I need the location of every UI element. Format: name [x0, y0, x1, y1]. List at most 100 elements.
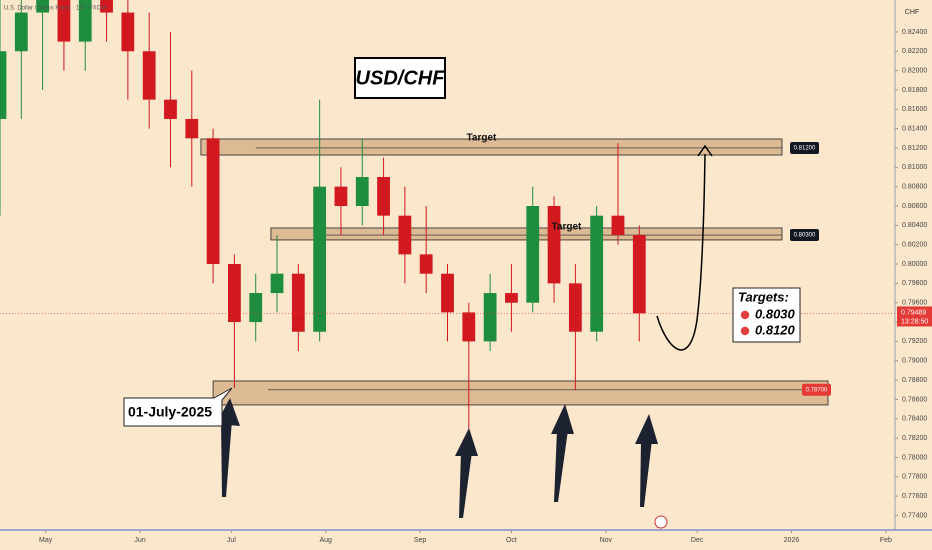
candle-body: [505, 293, 518, 303]
y-tick-label: 0.82000: [902, 67, 927, 74]
y-tick-label: 0.81000: [902, 164, 927, 171]
candle-body: [526, 206, 540, 303]
candle-body: [121, 12, 135, 52]
candle-body: [419, 254, 433, 274]
y-tick-label: 0.80600: [902, 203, 927, 210]
last-price-tag: [897, 306, 932, 327]
arrow-shaft: [459, 452, 472, 518]
y-tick-label: 0.82400: [902, 29, 927, 36]
candle-body: [100, 0, 113, 13]
candle-body: [206, 138, 220, 265]
zone-tag-label: 0.80300: [794, 233, 816, 239]
x-tick-label: Jul: [227, 537, 236, 544]
candle-body: [164, 99, 177, 119]
y-tick-label: 0.80200: [902, 242, 927, 249]
candle-body: [355, 176, 369, 207]
event-icon: [654, 515, 668, 529]
y-tick-label: 0.77800: [902, 474, 927, 481]
plot: [0, 0, 895, 429]
y-tick-label: 0.80800: [902, 184, 927, 191]
date-callout-box: [123, 387, 233, 427]
x-tick-label: Oct: [506, 537, 517, 544]
candle-body: [249, 293, 263, 323]
zone: [212, 380, 829, 406]
zone-tag: [790, 229, 819, 242]
projection-arrow: [656, 153, 706, 351]
candle-body: [291, 273, 305, 332]
countdown: 13:28:50: [901, 318, 928, 325]
arrow-shaft: [640, 440, 652, 507]
x-tick-label: Dec: [691, 537, 704, 544]
candle-body: [36, 0, 50, 13]
candle-body: [270, 273, 284, 294]
x-tick-label: Sep: [414, 537, 427, 544]
date-callout: 01-July-2025: [128, 404, 212, 420]
candle-body: [398, 215, 412, 255]
target-item: 0.8030: [755, 306, 796, 321]
y-tick-label: 0.78600: [902, 396, 927, 403]
x-tick-label: Feb: [880, 537, 892, 544]
x-tick-label: Aug: [319, 537, 332, 544]
symbol-header: U.S. Dollar / Swiss Franc · 1D · FXCM: [4, 6, 106, 12]
target-icon: [739, 325, 751, 337]
arrow-head: [551, 404, 574, 434]
candle-body: [377, 176, 390, 216]
candle-body: [632, 235, 646, 314]
y-tick-label: 0.80000: [902, 261, 927, 268]
candle-body: [142, 51, 156, 100]
candle-body: [313, 186, 327, 332]
chart-title: USD/CHF: [356, 67, 446, 89]
zone-tag: [790, 141, 819, 154]
x-tick-label: May: [39, 537, 53, 544]
candle-body: [611, 215, 625, 236]
candle-body: [462, 312, 476, 342]
candle-body: [483, 293, 497, 342]
x-tick-label: Nov: [600, 537, 613, 544]
projection-arrowhead: [697, 144, 713, 157]
candle-body: [228, 264, 241, 323]
y-tick-label: 0.79600: [902, 300, 927, 307]
zone-tag-label: 0.78700: [806, 387, 828, 393]
candle-body: [0, 51, 7, 119]
zone: [200, 138, 783, 156]
y-tick-label: 0.79200: [902, 338, 927, 345]
candle-body: [547, 206, 561, 284]
y-tick-label: 0.78200: [902, 435, 927, 442]
candle-body: [441, 273, 454, 313]
arrow-head: [635, 414, 658, 444]
title-box: [354, 57, 446, 99]
candle-body: [334, 186, 348, 207]
x-tick-label: Jun: [134, 537, 145, 544]
y-tick-label: 0.78400: [902, 416, 927, 423]
candle-body: [590, 215, 604, 332]
candle-body: [568, 283, 582, 332]
y-tick-label: 0.81600: [902, 106, 927, 113]
y-tick-label: 0.82200: [902, 48, 927, 55]
support-arrows: [216, 398, 658, 518]
target-item: 0.8120: [755, 322, 796, 337]
arrow-shaft: [554, 430, 568, 502]
candle-body: [78, 0, 92, 42]
arrow-shaft: [221, 420, 232, 497]
y-tick-label: 0.78800: [902, 377, 927, 384]
zone-label: Target: [552, 222, 582, 233]
y-tick-label: 0.81200: [902, 145, 927, 152]
target-icon: [739, 309, 751, 321]
x-tick-label: 2026: [784, 537, 800, 544]
candle-body: [57, 0, 71, 42]
y-tick-label: 0.78000: [902, 454, 927, 461]
y-tick-label: 0.79000: [902, 358, 927, 365]
candle-body: [185, 118, 199, 139]
y-tick-label: 0.77400: [902, 512, 927, 519]
zone-tag-label: 0.81200: [794, 146, 816, 152]
y-tick-label: 0.81400: [902, 125, 927, 132]
targets-title: Targets:: [738, 289, 789, 304]
candle-body: [14, 12, 28, 52]
zone-label: Target: [467, 133, 497, 144]
y-tick-label: 0.79800: [902, 280, 927, 287]
y-tick-label: 0.77600: [902, 493, 927, 500]
last-price-label: 0.79489: [901, 309, 926, 316]
y-tick-label: 0.81800: [902, 87, 927, 94]
